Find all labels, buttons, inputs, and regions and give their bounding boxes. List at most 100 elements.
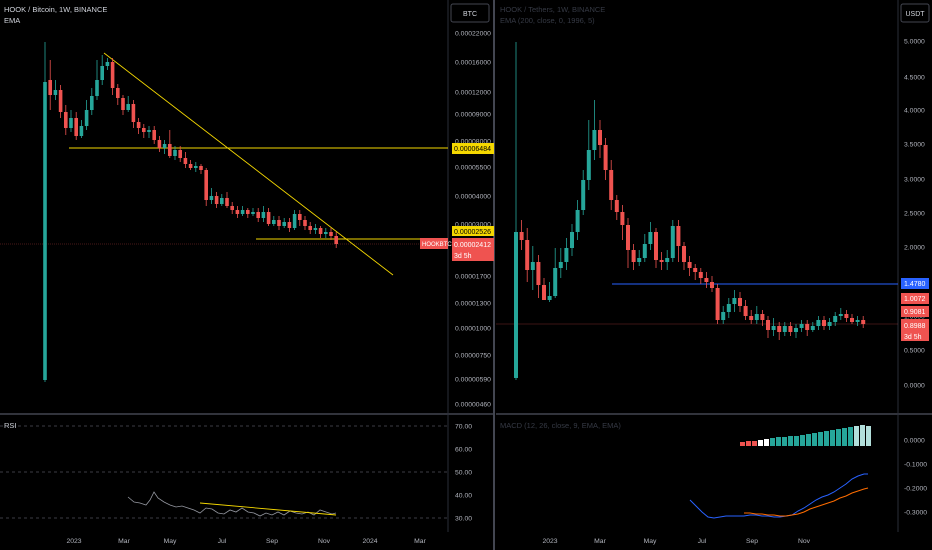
macd-hist-bar [764,439,769,446]
macd-hist-bar [860,425,865,446]
macd-hist-bar [836,429,841,446]
candle [788,326,793,332]
right-x-tick: May [644,538,657,545]
svg-text:BTC: BTC [463,11,477,18]
macd-line [689,473,868,519]
candle [303,220,307,226]
candle [188,164,193,168]
left-currency-button[interactable]: BTC [450,3,490,23]
left-hline-label: 0.00006484 [452,143,494,154]
candle [251,212,255,214]
candle [558,262,563,268]
candle [838,314,843,316]
left-ticker-label: HOOKBTC [420,238,452,249]
macd-hist-bar [740,442,745,446]
right-x-tick: 2023 [542,538,557,545]
candle [530,262,535,270]
candle [157,140,162,148]
candle [240,210,245,214]
left-y-tick: 0.00000460 [455,402,491,409]
candle [659,260,664,262]
right-y-tick: 0.5000 [904,348,925,355]
candle [721,312,726,320]
candle [844,314,849,318]
candle [682,246,686,262]
left-y-axis: 0.00022000 0.00016000 0.00012000 0.00009000… [455,31,491,409]
macd-hist-bar [854,426,859,446]
candle [214,196,219,204]
candle [74,118,78,136]
candle [822,320,826,326]
right-currency-button[interactable]: USDT [900,3,930,23]
left-x-tick: 2023 [66,538,81,545]
right-y-tick: 5.0000 [904,39,925,46]
right-indicator-label: EMA (200, close, 0, 1996, 5) [500,16,595,25]
candle [79,126,84,136]
candle [547,296,552,300]
candle [152,130,156,140]
macd-hist-bar [818,432,823,446]
candle [609,170,614,200]
candle [194,166,198,168]
candle [318,228,323,234]
candle [631,250,636,262]
candle [760,314,765,320]
right-price-label-1: 1.0072 [901,293,929,304]
rsi-tick: 50.00 [455,470,472,477]
candle [816,320,821,326]
candle [292,214,297,228]
candle [43,82,47,380]
candle [710,282,714,288]
candle [84,110,89,126]
candle [287,222,292,228]
macd-hist-bar [782,437,787,446]
candle [743,306,748,316]
candle [313,228,318,230]
candle [777,326,782,332]
left-y-tick: 0.00012000 [455,90,491,97]
macd-tick: -0.2000 [904,486,927,493]
left-y-tick: 0.00000750 [455,353,491,360]
macd-hist-bar [842,428,847,446]
right-candles [514,42,866,380]
svg-text:HOOKBTC: HOOKBTC [422,242,452,248]
right-hline-label: 1.4780 [901,278,929,289]
right-y-tick: 2.5000 [904,211,925,218]
macd-tick: -0.1000 [904,462,927,469]
right-chart-title: HOOK / Tethers, 1W, BINANCE [500,5,605,14]
candle [805,324,810,330]
candle [69,118,73,128]
left-candles [43,42,338,382]
candle [131,104,136,122]
candle [266,212,271,224]
candle [698,272,703,278]
svg-text:0.8988: 0.8988 [904,323,926,330]
right-y-tick: 0.0000 [904,383,925,390]
candle [162,144,167,148]
left-y-tick: 0.00022000 [455,31,491,38]
candle [519,232,524,240]
candle [553,268,558,296]
candle [199,166,203,170]
macd-tick: -0.3000 [904,510,927,517]
candle [121,98,125,110]
macd-hist-bar [776,437,781,446]
right-x-tick: Mar [594,538,606,545]
candle [754,314,759,320]
macd-hist-bar [746,441,751,446]
right-y-tick: 3.5000 [904,142,925,149]
candle [726,304,731,312]
right-x-tick: Sep [746,538,758,545]
candle [48,80,52,95]
candle [261,212,266,218]
candle [256,212,260,218]
candle [282,222,286,226]
candle [603,145,608,170]
candle [225,198,229,206]
left-y-tick: 0.00008000 [455,139,491,146]
candle [105,62,110,66]
left-y-tick: 0.00016000 [455,60,491,67]
candle [861,320,866,324]
right-y-tick: 3.0000 [904,177,925,184]
